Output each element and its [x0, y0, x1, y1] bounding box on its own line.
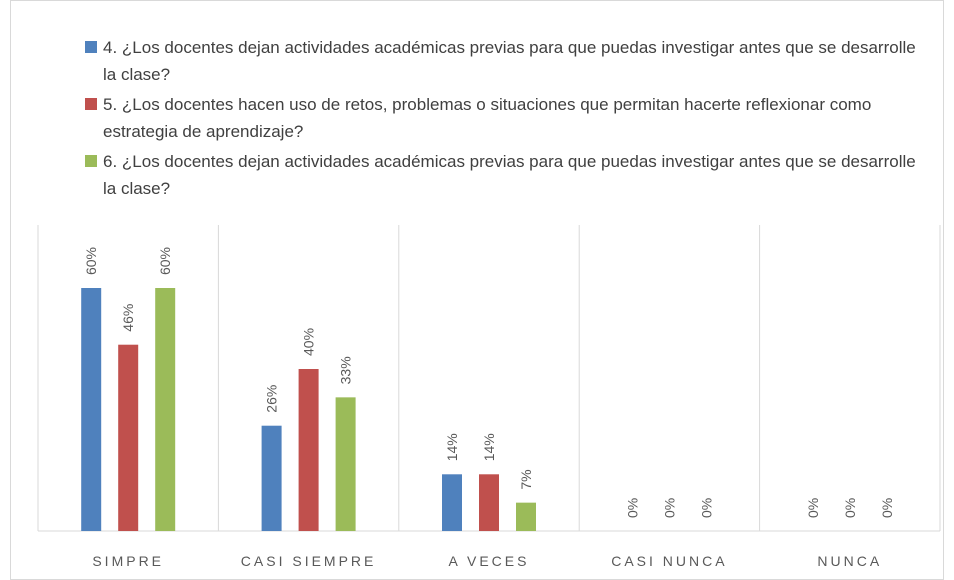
data-label: 0% [624, 498, 640, 518]
bar [261, 425, 282, 531]
x-tick-label: CASI NUNCA [611, 553, 727, 569]
legend-swatch [85, 41, 97, 53]
bar [442, 474, 462, 531]
data-label: 60% [157, 247, 173, 275]
x-tick-label: NUNCA [817, 553, 882, 569]
legend-swatch [85, 98, 97, 110]
bar [81, 288, 102, 531]
x-tick-label: CASI SIEMPRE [241, 553, 377, 569]
x-tick-label: SIMPRE [92, 553, 164, 569]
data-label: 40% [301, 328, 317, 356]
bar [298, 369, 319, 531]
legend-item: 5. ¿Los docentes hacen uso de retos, pro… [85, 91, 925, 145]
data-label: 26% [264, 385, 280, 413]
bar [155, 288, 176, 531]
bar [516, 502, 536, 531]
data-label: 0% [879, 498, 895, 518]
legend-item: 4. ¿Los docentes dejan actividades acadé… [85, 34, 925, 88]
data-label: 33% [338, 356, 354, 384]
data-label: 7% [518, 469, 534, 489]
bar [335, 397, 356, 531]
legend: 4. ¿Los docentes dejan actividades acadé… [85, 34, 925, 205]
bar [118, 344, 139, 531]
data-label: 0% [698, 498, 714, 518]
data-label: 14% [444, 433, 460, 461]
data-label: 0% [805, 498, 821, 518]
data-label: 46% [120, 304, 136, 332]
bar [479, 474, 499, 531]
data-label: 14% [481, 433, 497, 461]
legend-swatch [85, 155, 97, 167]
data-label: 0% [842, 498, 858, 518]
legend-label: 6. ¿Los docentes dejan actividades acadé… [103, 152, 916, 198]
legend-label: 5. ¿Los docentes hacen uso de retos, pro… [103, 95, 872, 141]
data-label: 0% [661, 498, 677, 518]
data-label: 60% [83, 247, 99, 275]
legend-label: 4. ¿Los docentes dejan actividades acadé… [103, 38, 916, 84]
legend-item: 6. ¿Los docentes dejan actividades acadé… [85, 148, 925, 202]
x-tick-label: A VECES [449, 553, 530, 569]
